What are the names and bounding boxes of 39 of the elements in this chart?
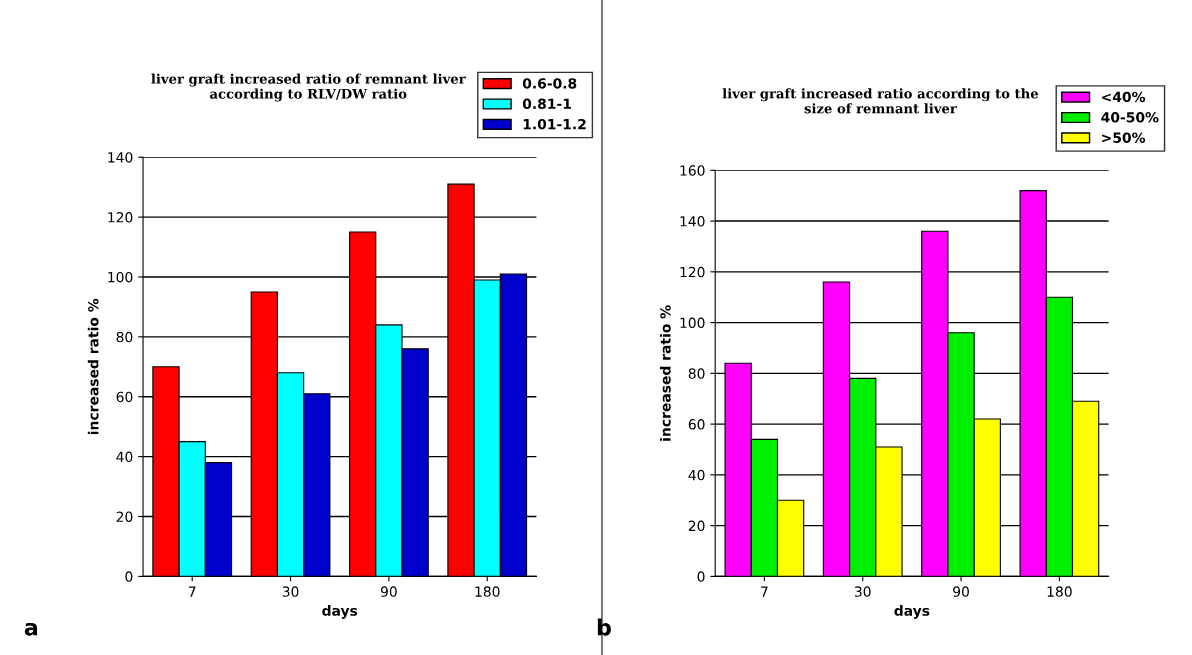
y-tick-label: 100 (108, 271, 133, 283)
x-axis-title: days (322, 605, 358, 619)
legend-label: 40-50% (1101, 112, 1159, 123)
x-tick-label: 180 (475, 586, 500, 597)
y-tick-label: 20 (116, 511, 133, 522)
y-tick-label: 120 (108, 212, 133, 223)
y-axis-title: increased ratio % (659, 305, 671, 441)
y-tick-label: 160 (680, 165, 705, 176)
y-tick-label: 80 (116, 331, 133, 343)
y-tick-label: 60 (116, 391, 133, 403)
y-tick-label: 80 (688, 368, 705, 379)
x-tick-label: 90 (953, 586, 969, 597)
legend-label: 1.01-1.2 (523, 118, 586, 130)
text: b (597, 618, 611, 636)
x-tick-label: 7 (188, 586, 196, 597)
legend-label: 0.81-1 (522, 98, 571, 110)
text: a (24, 622, 38, 636)
chart-title: liver graft increased ratio according to the size of remnant liver (722, 88, 1039, 114)
y-tick-label: 60 (688, 419, 705, 430)
x-tick-label: 30 (854, 586, 871, 597)
y-tick-label: 20 (688, 520, 705, 532)
y-tick-label: 0 (125, 571, 133, 582)
x-tick-label: 30 (282, 586, 299, 597)
x-tick-label: 90 (380, 586, 397, 597)
legend-label: >50% (1102, 132, 1146, 143)
chart-title: liver graft increased ratio of remnant liver according to RLV/DW ratio (151, 73, 466, 102)
y-tick-label: 100 (680, 317, 705, 329)
y-tick-label: 0 (697, 571, 705, 582)
x-tick-label: 180 (1047, 586, 1072, 597)
x-axis-title: days (894, 605, 930, 619)
y-tick-label: 40 (116, 451, 133, 463)
legend-label: 0.6-0.8 (522, 78, 577, 89)
y-tick-label: 40 (688, 469, 705, 481)
legend-label: <40% (1102, 91, 1146, 103)
y-tick-label: 140 (680, 216, 705, 227)
y-tick-label: 120 (680, 266, 705, 278)
x-tick-label: 7 (761, 586, 768, 597)
y-axis-title: increased ratio % (87, 298, 99, 435)
y-tick-label: 140 (108, 152, 133, 163)
